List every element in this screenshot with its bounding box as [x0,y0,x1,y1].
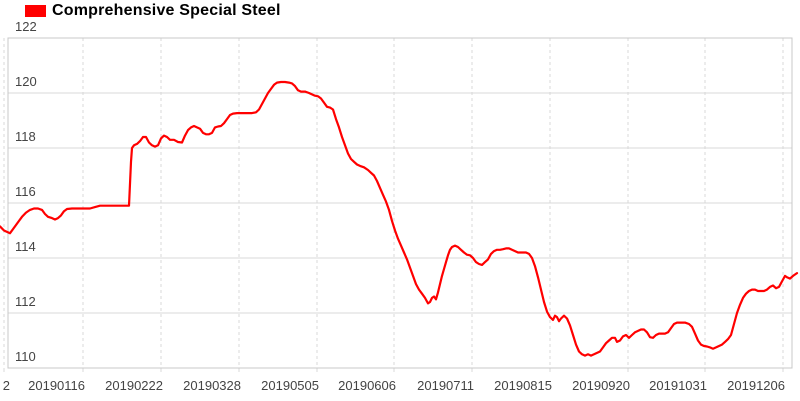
y-tick-label: 110 [15,349,36,364]
x-tick-label: 20190711 [417,378,474,393]
x-tick-label: 20190505 [261,378,319,393]
plot-border [7,37,793,369]
y-tick-label: 118 [15,129,36,144]
x-tick-label: 20190116 [28,378,85,393]
chart-title: Comprehensive Special Steel [52,2,281,19]
x-tick-label: 20191206 [727,378,785,393]
x-tick-label: 20190328 [183,378,241,393]
y-tick-label: 114 [15,239,36,254]
y-tick-label: 112 [15,294,36,309]
x-tick-label: 20190222 [105,378,163,393]
x-tick-label: 20190606 [338,378,396,393]
x-tick-label: 2 [3,378,10,393]
x-tick-label: 20190920 [572,378,630,393]
legend-swatch-icon [25,5,46,17]
y-tick-label: 116 [15,184,36,199]
x-tick-label: 20191031 [649,378,707,393]
series-line [0,80,799,357]
chart-legend: Comprehensive Special Steel [25,2,281,20]
y-tick-label: 122 [15,19,37,34]
x-tick-label: 20190815 [494,378,552,393]
y-tick-label: 120 [15,74,37,89]
